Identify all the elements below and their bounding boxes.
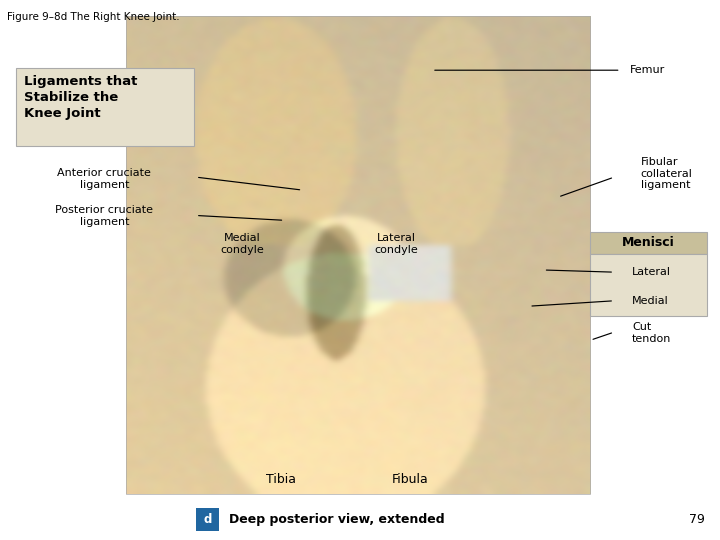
FancyBboxPatch shape [590, 232, 707, 254]
Text: Lateral: Lateral [632, 267, 671, 277]
Text: Anterior cruciate
ligament: Anterior cruciate ligament [58, 168, 151, 190]
Text: Ligaments that
Stabilize the
Knee Joint: Ligaments that Stabilize the Knee Joint [24, 75, 137, 119]
Text: Lateral
condyle: Lateral condyle [374, 233, 418, 255]
Text: Figure 9–8d The Right Knee Joint.: Figure 9–8d The Right Knee Joint. [7, 12, 180, 22]
FancyBboxPatch shape [590, 254, 707, 316]
Bar [126, 16, 590, 494]
Text: d: d [203, 513, 212, 526]
Text: Fibular
collateral
ligament: Fibular collateral ligament [641, 157, 693, 191]
Text: Medial
condyle: Medial condyle [221, 233, 264, 255]
FancyBboxPatch shape [16, 68, 194, 146]
Text: Medial: Medial [632, 296, 669, 306]
Text: Femur: Femur [630, 65, 665, 75]
Text: Tibia: Tibia [266, 473, 296, 486]
Text: Deep posterior view, extended: Deep posterior view, extended [229, 513, 444, 526]
Text: Cut
tendon: Cut tendon [632, 322, 672, 344]
Text: 79: 79 [689, 513, 705, 526]
FancyBboxPatch shape [196, 508, 219, 531]
Text: Posterior cruciate
ligament: Posterior cruciate ligament [55, 205, 153, 227]
Text: Fibula: Fibula [392, 473, 429, 486]
Text: Menisci: Menisci [622, 237, 675, 249]
